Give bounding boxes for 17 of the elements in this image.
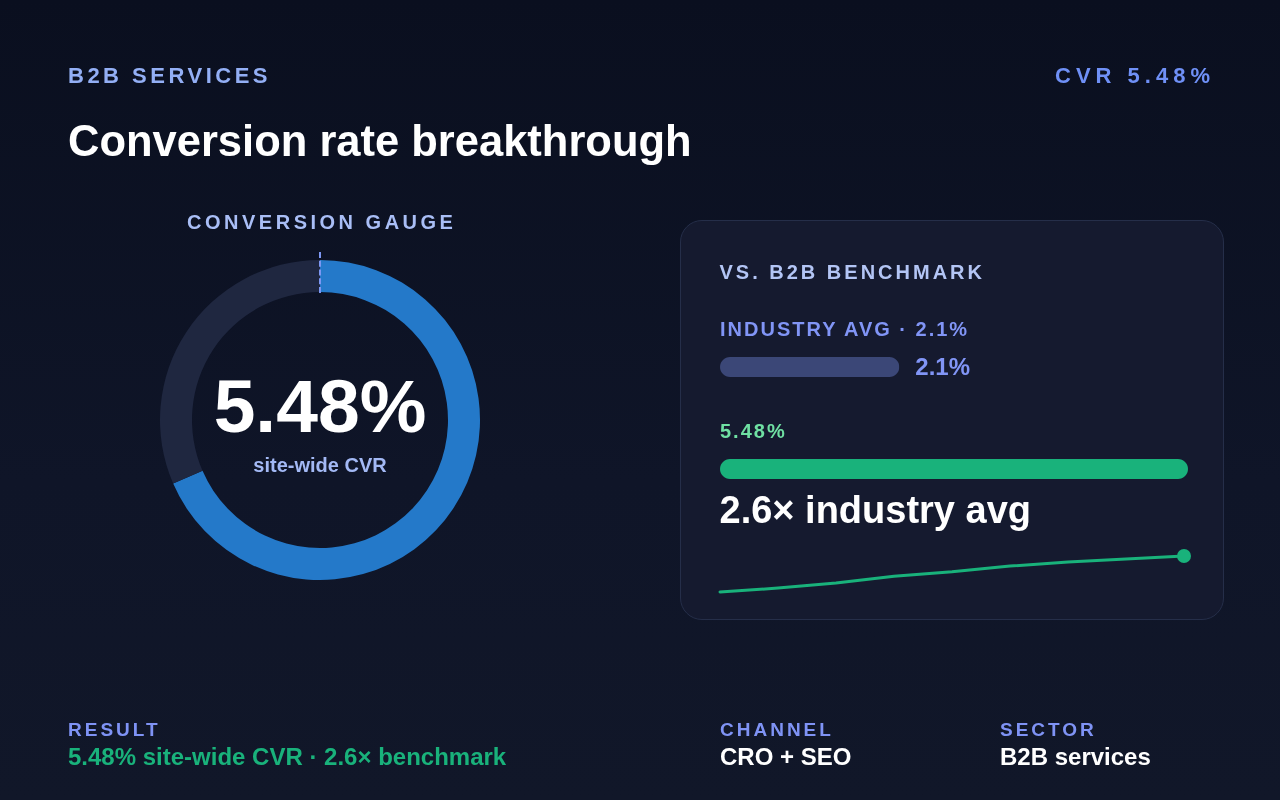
data-label: 2.1% bbox=[914, 352, 970, 380]
text: CVR 5.48% bbox=[1055, 63, 1215, 88]
chart-title: CONVERSION GAUGE bbox=[186, 211, 458, 233]
text: CRO + SEO bbox=[720, 743, 852, 770]
donut-slice bbox=[173, 260, 480, 580]
text: 2.6× industry avg bbox=[719, 489, 1032, 531]
text: B2B SERVICES bbox=[68, 63, 271, 88]
text: RESULT bbox=[68, 719, 161, 740]
text: B2B services bbox=[1000, 743, 1151, 770]
chart-title: VS. B2B BENCHMARK bbox=[719, 261, 985, 283]
text: Conversion rate breakthrough bbox=[68, 117, 692, 165]
y-tick-label: INDUSTRY AVG · 2.1% bbox=[719, 317, 969, 340]
text: site-wide CVR bbox=[252, 454, 388, 476]
text: 5.48% bbox=[212, 364, 428, 448]
text: CHANNEL bbox=[720, 719, 834, 740]
text: 5.48% site-wide CVR · 2.6× benchmark bbox=[68, 743, 507, 770]
text: SECTOR bbox=[1000, 719, 1097, 740]
